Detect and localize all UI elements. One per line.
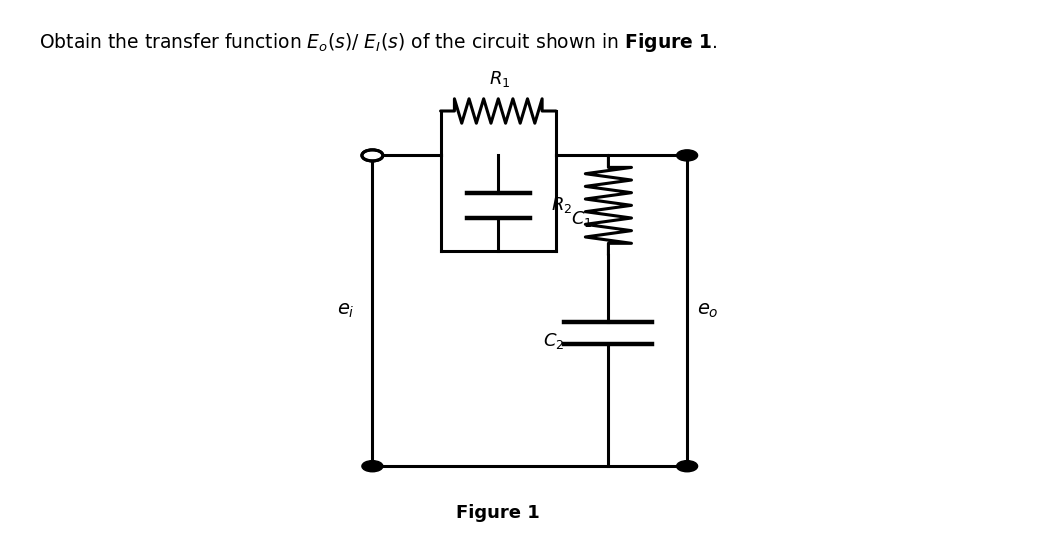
Text: Figure 1: Figure 1 <box>456 504 540 522</box>
Text: $e_i$: $e_i$ <box>338 301 355 320</box>
Text: Obtain the transfer function $E_o(s)$/ $E_I(s)$ of the circuit shown in $\mathbf: Obtain the transfer function $E_o(s)$/ $… <box>39 31 718 53</box>
Circle shape <box>363 151 381 160</box>
Circle shape <box>677 461 698 472</box>
Text: $e_o$: $e_o$ <box>698 301 719 320</box>
Text: $R_1$: $R_1$ <box>489 69 510 89</box>
Circle shape <box>677 150 698 161</box>
Text: $C_1$: $C_1$ <box>571 209 592 229</box>
Text: $R_2$: $R_2$ <box>552 195 573 215</box>
Text: $C_2$: $C_2$ <box>543 331 564 351</box>
Circle shape <box>362 461 383 472</box>
